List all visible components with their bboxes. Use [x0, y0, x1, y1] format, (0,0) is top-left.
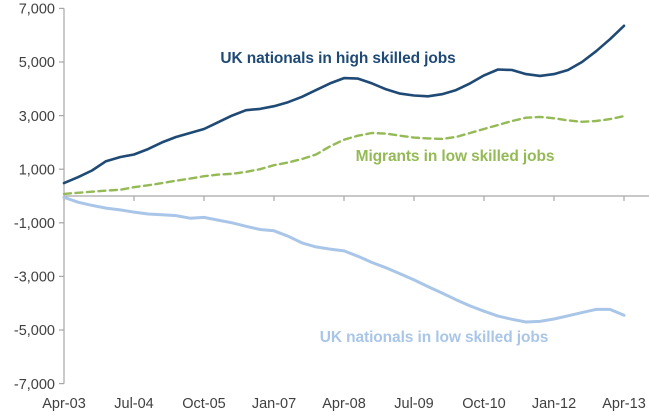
y-axis-tick-label: 3,000 [19, 109, 55, 125]
x-axis-tick-label: Jul-09 [394, 396, 434, 412]
y-axis-tick-label: 1,000 [19, 162, 55, 178]
x-axis-tick-label: Apr-03 [42, 396, 86, 412]
x-axis-tick-label: Jan-12 [532, 396, 576, 412]
y-axis-tick-label: -1,000 [14, 216, 55, 232]
series-label-uk-high-skilled: UK nationals in high skilled jobs [220, 50, 456, 67]
series-line-uk-high-skilled [62, 24, 626, 185]
x-axis-tick-label: Jan-07 [252, 396, 296, 412]
x-axis-tick-label: Oct-05 [182, 396, 226, 412]
series-label-migrants-low-skilled: Migrants in low skilled jobs [355, 148, 555, 165]
series-line-uk-low-skilled [62, 195, 626, 324]
x-axis-tick-label: Apr-08 [322, 396, 366, 412]
series-line-migrants-low-skilled [62, 114, 626, 196]
y-axis-tick-label: -7,000 [14, 377, 55, 393]
y-axis-tick-label: -3,000 [14, 270, 55, 286]
series-label-uk-low-skilled: UK nationals in low skilled jobs [319, 329, 549, 346]
x-axis-tick-label: Oct-10 [462, 396, 506, 412]
x-axis-tick-label: Apr-13 [602, 396, 646, 412]
y-axis-tick-label: 5,000 [19, 55, 55, 71]
y-axis-tick-label: 7,000 [19, 2, 55, 18]
x-axis-tick-label: Jul-04 [114, 396, 154, 412]
y-axis-tick-label: -5,000 [14, 323, 55, 339]
